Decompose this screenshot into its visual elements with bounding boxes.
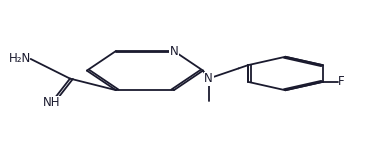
Text: N: N xyxy=(204,72,213,85)
Text: N: N xyxy=(170,45,178,57)
Text: F: F xyxy=(338,75,344,88)
Text: H₂N: H₂N xyxy=(8,52,31,65)
Text: NH: NH xyxy=(42,96,60,109)
